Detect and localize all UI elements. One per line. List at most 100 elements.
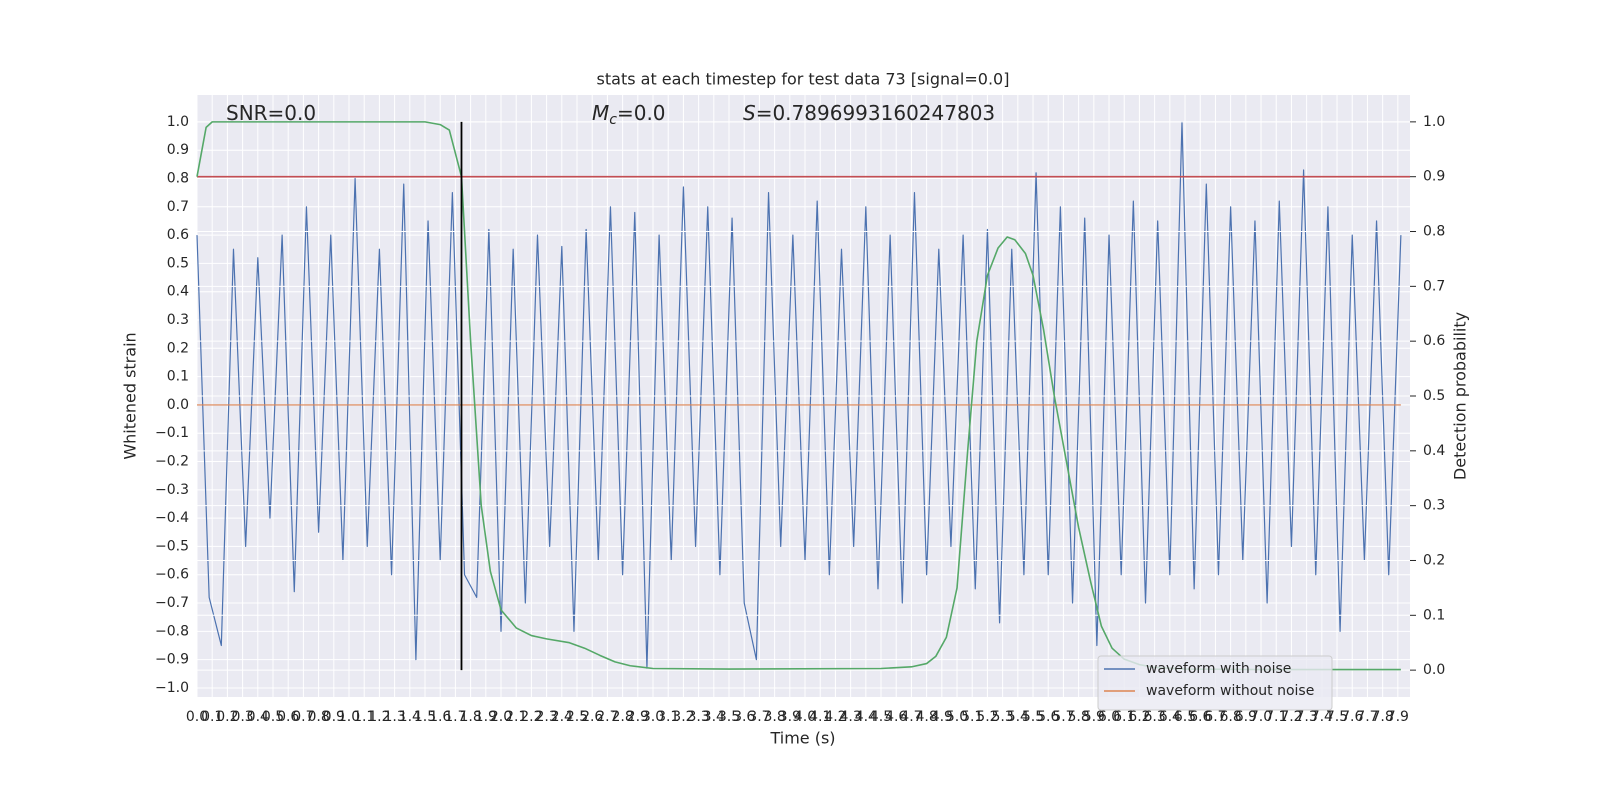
y-tick-label: −0.5 bbox=[155, 538, 189, 554]
x-tick-label: 3.3 bbox=[687, 709, 709, 725]
x-tick-label: 4.0 bbox=[794, 709, 816, 725]
x-tick-label: 0.7 bbox=[292, 709, 314, 725]
annotation-symbol: S bbox=[743, 101, 756, 125]
y-tick-label: 0.0 bbox=[167, 397, 189, 413]
chart-title: stats at each timestep for test data 73 … bbox=[597, 70, 1010, 89]
y-axis-label: Whitened strain bbox=[121, 332, 140, 459]
x-tick-label: 2.1 bbox=[505, 709, 527, 725]
y-tick-label: −0.7 bbox=[155, 595, 189, 611]
x-tick-label: 2.6 bbox=[581, 709, 603, 725]
y2-tick-label: 0.5 bbox=[1423, 388, 1445, 404]
y2-tick-label: 0.7 bbox=[1423, 278, 1445, 294]
x-tick-label: 4.3 bbox=[839, 709, 861, 725]
x-tick-label: 0.6 bbox=[277, 709, 299, 725]
x-tick-label: 7.7 bbox=[1356, 709, 1378, 725]
legend-box bbox=[1097, 655, 1333, 711]
x-tick-label: 0.0 bbox=[186, 709, 208, 725]
x-tick-label: 1.0 bbox=[338, 709, 360, 725]
y-tick-label: 0.4 bbox=[167, 284, 189, 300]
legend-label: waveform without noise bbox=[1146, 683, 1314, 699]
y2-tick-label: 0.8 bbox=[1423, 224, 1445, 240]
x-tick-label: 2.7 bbox=[596, 709, 618, 725]
y2-tick-label: 0.4 bbox=[1423, 443, 1445, 459]
y-tick-label: 0.9 bbox=[167, 142, 189, 158]
x-tick-label: 7.1 bbox=[1265, 709, 1287, 725]
x-tick-label: 6.0 bbox=[1098, 709, 1120, 725]
x-tick-label: 6.9 bbox=[1235, 709, 1257, 725]
x-tick-label: 1.1 bbox=[353, 709, 375, 725]
y2-tick-label: 0.6 bbox=[1423, 333, 1445, 349]
x-tick-label: 0.1 bbox=[201, 709, 223, 725]
x-tick-label: 7.3 bbox=[1296, 709, 1318, 725]
x-tick-label: 0.3 bbox=[231, 709, 253, 725]
annotation-text: =0.0 bbox=[617, 101, 666, 125]
annotation-symbol: M bbox=[592, 101, 609, 125]
y2-tick-label: 0.3 bbox=[1423, 498, 1445, 514]
x-tick-label: 1.7 bbox=[444, 709, 466, 725]
x-tick-label: 0.9 bbox=[323, 709, 345, 725]
y2-tick-label: 0.1 bbox=[1423, 607, 1445, 623]
x-tick-label: 3.1 bbox=[657, 709, 679, 725]
x-tick-label: 3.2 bbox=[672, 709, 694, 725]
x-tick-label: 6.7 bbox=[1204, 709, 1226, 725]
x-tick-label: 6.4 bbox=[1159, 709, 1181, 725]
y2-tick-label: 0.9 bbox=[1423, 169, 1445, 185]
x-tick-label: 5.0 bbox=[946, 709, 968, 725]
x-axis-label: Time (s) bbox=[769, 729, 835, 748]
x-tick-label: 2.2 bbox=[520, 709, 542, 725]
y2-tick-label: 0.0 bbox=[1423, 662, 1445, 678]
annotation: SNR=0.0 bbox=[226, 101, 316, 125]
x-tick-label: 0.2 bbox=[216, 709, 238, 725]
x-tick-label: 3.0 bbox=[642, 709, 664, 725]
x-tick-label: 2.9 bbox=[627, 709, 649, 725]
x-tick-label: 5.1 bbox=[961, 709, 983, 725]
x-tick-label: 6.5 bbox=[1174, 709, 1196, 725]
x-tick-label: 4.5 bbox=[870, 709, 892, 725]
x-tick-label: 6.2 bbox=[1128, 709, 1150, 725]
y-tick-label: −0.9 bbox=[155, 652, 189, 668]
x-tick-label: 6.6 bbox=[1189, 709, 1211, 725]
y-tick-label: 0.7 bbox=[167, 199, 189, 215]
x-tick-label: 3.8 bbox=[763, 709, 785, 725]
x-tick-label: 5.8 bbox=[1067, 709, 1089, 725]
x-tick-label: 1.4 bbox=[399, 709, 421, 725]
x-tick-label: 3.6 bbox=[733, 709, 755, 725]
x-tick-label: 5.5 bbox=[1022, 709, 1044, 725]
x-tick-label: 5.2 bbox=[976, 709, 998, 725]
y2-tick-label: 1.0 bbox=[1423, 114, 1445, 130]
y-tick-label: 1.0 bbox=[167, 114, 189, 130]
x-tick-label: 4.6 bbox=[885, 709, 907, 725]
y-tick-label: 0.1 bbox=[167, 369, 189, 385]
x-tick-label: 0.5 bbox=[262, 709, 284, 725]
y-tick-label: −0.2 bbox=[155, 454, 189, 470]
legend-label: waveform with noise bbox=[1146, 661, 1291, 677]
x-tick-label: 6.1 bbox=[1113, 709, 1135, 725]
x-tick-label: 7.4 bbox=[1311, 709, 1333, 725]
y2-axis-label: Detection probability bbox=[1451, 312, 1470, 480]
legend: waveform with noise waveform without nois… bbox=[1097, 655, 1333, 711]
x-tick-label: 2.4 bbox=[551, 709, 573, 725]
x-tick-label: 1.2 bbox=[368, 709, 390, 725]
annotation-text: SNR=0.0 bbox=[226, 101, 316, 125]
y2-tick-label: 0.2 bbox=[1423, 552, 1445, 568]
x-tick-label: 3.9 bbox=[779, 709, 801, 725]
x-tick-label: 7.6 bbox=[1341, 709, 1363, 725]
y-tick-label: 0.5 bbox=[167, 255, 189, 271]
x-tick-label: 2.0 bbox=[490, 709, 512, 725]
x-tick-label: 7.2 bbox=[1280, 709, 1302, 725]
x-tick-label: 3.5 bbox=[718, 709, 740, 725]
x-tick-label: 2.5 bbox=[566, 709, 588, 725]
annotation: Mc=0.0 bbox=[592, 101, 666, 129]
x-tick-label: 4.8 bbox=[915, 709, 937, 725]
y-tick-label: −0.1 bbox=[155, 425, 189, 441]
x-tick-label: 1.9 bbox=[475, 709, 497, 725]
x-tick-label: 7.0 bbox=[1250, 709, 1272, 725]
y-tick-label: −1.0 bbox=[155, 680, 189, 696]
x-tick-label: 4.9 bbox=[931, 709, 953, 725]
annotation-text: =0.7896993160247803 bbox=[756, 101, 995, 125]
x-tick-label: 7.8 bbox=[1372, 709, 1394, 725]
series-line bbox=[196, 121, 1402, 669]
x-tick-label: 1.5 bbox=[414, 709, 436, 725]
